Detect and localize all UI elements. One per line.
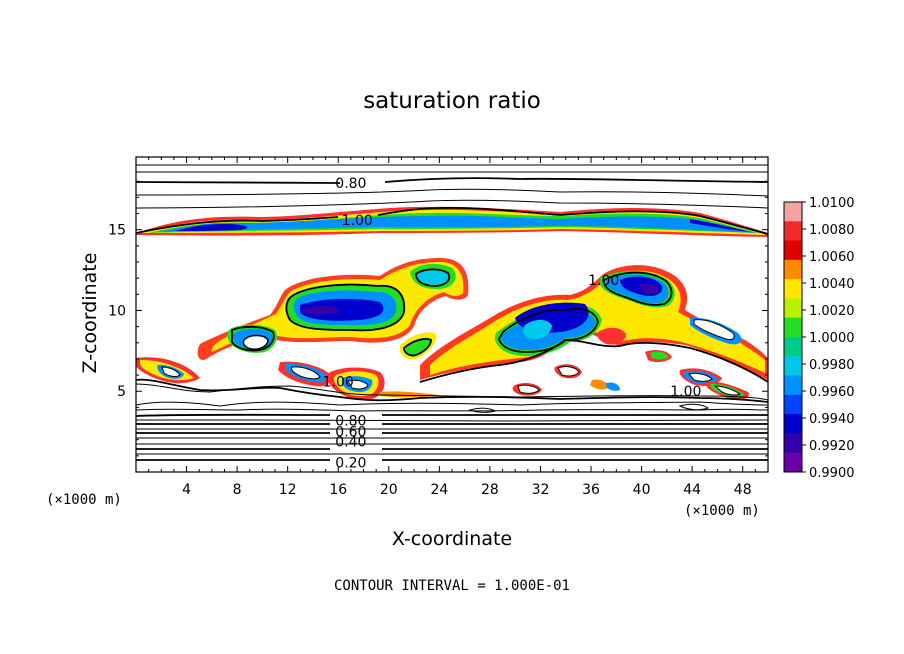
contour-label: 1.00 bbox=[588, 273, 619, 289]
colorbar-swatch bbox=[784, 452, 802, 473]
x-axis-label: X-coordinate bbox=[391, 528, 513, 550]
colorbar-swatch bbox=[784, 317, 802, 338]
contour-label: 0.20 bbox=[335, 455, 366, 471]
lower-cloud-layer bbox=[136, 357, 749, 400]
colorbar-swatch bbox=[784, 375, 802, 396]
x-tick-label: 48 bbox=[734, 482, 752, 498]
colorbar-swatch bbox=[784, 356, 802, 377]
cloud-region-left bbox=[197, 258, 469, 360]
contour-interval-note: CONTOUR INTERVAL = 1.000E-01 bbox=[333, 578, 570, 594]
colorbar-tick-label: 0.9980 bbox=[809, 358, 855, 373]
colorbar-swatch bbox=[784, 394, 802, 415]
upper-cloud-band bbox=[136, 206, 768, 237]
y-tick-label: 10 bbox=[108, 303, 126, 319]
contour-label: 0.80 bbox=[335, 176, 366, 192]
colorbar-swatch bbox=[784, 337, 802, 357]
x-tick-label: 16 bbox=[329, 482, 347, 498]
x-tick-label: 32 bbox=[532, 482, 550, 498]
colorbar-swatch bbox=[784, 414, 802, 434]
x-tick-label: 44 bbox=[683, 482, 701, 498]
colorbar-swatch bbox=[784, 240, 802, 261]
y-tick-label: 15 bbox=[108, 223, 126, 239]
x-tick-label: 20 bbox=[380, 482, 398, 498]
colorbar-tick-label: 1.0040 bbox=[809, 277, 855, 292]
x-tick-label: 8 bbox=[233, 482, 242, 498]
x-tick-label: 28 bbox=[481, 482, 499, 498]
colorbar-swatch bbox=[784, 279, 802, 299]
x-unit-label-right: (×1000 m) bbox=[684, 503, 760, 519]
colorbar-swatch bbox=[784, 221, 802, 242]
colorbar-tick-label: 0.9920 bbox=[809, 439, 855, 454]
contour-label: 1.00 bbox=[670, 384, 701, 400]
contour-lines-clouds bbox=[136, 268, 768, 403]
x-unit-label-left: (×1000 m) bbox=[46, 492, 122, 508]
colorbar-tick-label: 1.0020 bbox=[809, 304, 855, 319]
colorbar-swatch bbox=[784, 433, 802, 454]
colorbar-tick-label: 0.9960 bbox=[809, 385, 855, 400]
chart-title: saturation ratio bbox=[363, 88, 541, 114]
x-tick-label: 12 bbox=[279, 482, 297, 498]
contour-label: 1.00 bbox=[323, 375, 354, 391]
x-tick-label: 4 bbox=[182, 482, 191, 498]
contour-label: 1.00 bbox=[342, 213, 373, 229]
colorbar-tick-label: 1.0100 bbox=[809, 196, 855, 211]
x-tick-label: 36 bbox=[582, 482, 600, 498]
contour-label: 0.40 bbox=[335, 434, 366, 450]
colorbar-tick-label: 0.9900 bbox=[809, 466, 855, 481]
contour-label: 0.80 bbox=[335, 413, 366, 429]
colorbar-swatch bbox=[784, 202, 802, 222]
contour-lines-lower bbox=[136, 401, 768, 461]
x-tick-label: 24 bbox=[430, 482, 448, 498]
colorbar-tick-label: 1.0080 bbox=[809, 223, 855, 238]
colorbar-tick-label: 1.0060 bbox=[809, 250, 855, 265]
x-tick-label: 40 bbox=[633, 482, 651, 498]
y-tick-label: 5 bbox=[117, 384, 126, 400]
colorbar-tick-label: 0.9940 bbox=[809, 412, 855, 427]
colorbar-swatch bbox=[784, 298, 802, 319]
colorbar-tick-label: 1.0000 bbox=[809, 331, 855, 346]
contour-label: 0.60 bbox=[335, 425, 366, 441]
colorbar-swatch bbox=[784, 259, 802, 280]
